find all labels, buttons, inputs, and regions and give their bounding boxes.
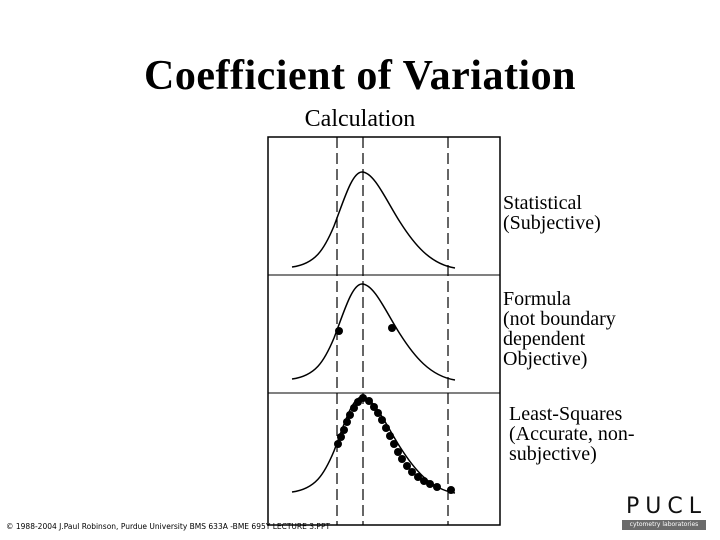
least-squares-point [414, 473, 422, 481]
formula-point [335, 327, 343, 335]
panel-label-statistical: Statistical (Subjective) [503, 193, 601, 233]
least-squares-point [334, 440, 342, 448]
label-line: Statistical [503, 192, 582, 214]
least-squares-point [350, 404, 358, 412]
panel-label-least-squares: Least-Squares (Accurate, non- subjective… [509, 404, 635, 464]
least-squares-point [374, 409, 382, 417]
least-squares-point [394, 448, 402, 456]
least-squares-point [408, 468, 416, 476]
least-squares-point [365, 397, 373, 405]
label-line: (Subjective) [503, 212, 601, 234]
label-line: dependent [503, 328, 586, 350]
least-squares-point [386, 432, 394, 440]
least-squares-point [433, 483, 441, 491]
slide-subtitle: Calculation [304, 106, 416, 132]
label-line: (Accurate, non- [509, 423, 635, 445]
least-squares-point [343, 418, 351, 426]
label-line: Objective) [503, 348, 588, 370]
least-squares-point [398, 455, 406, 463]
least-squares-point [370, 403, 378, 411]
label-line: subjective) [509, 443, 597, 465]
least-squares-point [346, 411, 354, 419]
least-squares-point [403, 462, 411, 470]
least-squares-point [426, 480, 434, 488]
logo-letters: PUCL [626, 494, 707, 519]
pucl-logo: PUCL cytometry laboratories [622, 494, 708, 534]
logo-subtitle: cytometry laboratories [629, 521, 699, 528]
least-squares-point [382, 424, 390, 432]
distribution-curve-statistical [291, 171, 456, 269]
formula-point [388, 324, 396, 332]
diagram-frame [267, 136, 501, 526]
label-line: (not boundary [503, 308, 616, 330]
distribution-curve-least-squares [291, 396, 456, 494]
least-squares-point [340, 426, 348, 434]
distribution-curve-formula [291, 283, 456, 381]
label-line: Formula [503, 288, 571, 310]
least-squares-point [337, 433, 345, 441]
logo-bar [622, 520, 706, 530]
slide-footer: © 1988-2004 J.Paul Robinson, Purdue Univ… [6, 522, 331, 531]
least-squares-point [420, 477, 428, 485]
least-squares-point [390, 440, 398, 448]
least-squares-point [359, 394, 367, 402]
panel-label-formula: Formula (not boundary dependent Objectiv… [503, 289, 616, 369]
slide-title: Coefficient of Variation [144, 53, 576, 99]
label-line: Least-Squares [509, 403, 623, 425]
least-squares-points [334, 394, 455, 494]
least-squares-point [378, 416, 386, 424]
least-squares-point [447, 486, 455, 494]
